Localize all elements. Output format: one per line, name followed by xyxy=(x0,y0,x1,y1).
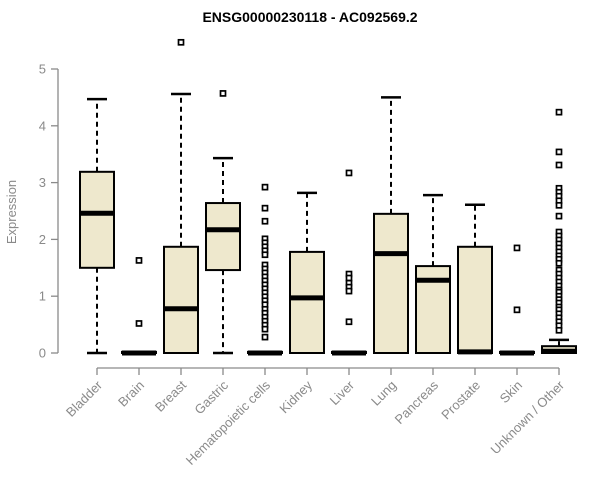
outlier-point xyxy=(261,217,269,225)
box-skin xyxy=(499,244,535,356)
y-axis: 0 1 2 3 4 5 xyxy=(39,62,59,361)
x-category-label: Unknown / Other xyxy=(488,377,568,457)
outlier-point xyxy=(261,333,269,341)
box-brain xyxy=(121,257,157,356)
x-category-label: Pancreas xyxy=(392,377,442,427)
outlier-point xyxy=(261,183,269,191)
y-tick-label: 0 xyxy=(39,346,46,361)
iqr-box xyxy=(373,212,409,354)
outlier-point xyxy=(261,251,269,259)
x-category-label: Prostate xyxy=(438,378,483,423)
outlier-point xyxy=(513,306,521,314)
box-bladder xyxy=(79,97,115,355)
box-lung xyxy=(373,96,409,354)
box-kidney xyxy=(289,191,325,354)
y-tick-label: 4 xyxy=(39,118,46,133)
outlier-point xyxy=(555,326,563,334)
iqr-box xyxy=(457,245,493,354)
outlier-point xyxy=(135,257,143,264)
outlier-point xyxy=(555,161,563,169)
y-tick-label: 2 xyxy=(39,232,46,247)
outlier-point xyxy=(555,259,563,267)
outlier-point xyxy=(513,244,521,252)
x-category-label: Skin xyxy=(497,378,525,406)
y-tick-label: 3 xyxy=(39,175,46,190)
outlier-point xyxy=(345,169,353,177)
outlier-point xyxy=(261,325,269,333)
x-category-label: Kidney xyxy=(276,377,315,416)
iqr-box xyxy=(79,170,115,269)
outlier-point xyxy=(555,212,563,220)
box-gastric xyxy=(205,90,241,355)
box-hematopoietic-cells xyxy=(247,183,283,356)
iqr-box xyxy=(289,250,325,354)
outlier-point xyxy=(219,90,227,97)
y-tick-label: 1 xyxy=(39,289,46,304)
iqr-box xyxy=(163,245,199,354)
y-tick-label: 5 xyxy=(39,62,46,77)
box-breast xyxy=(163,38,199,354)
outlier-point xyxy=(345,318,353,326)
outlier-point xyxy=(177,38,185,46)
box-liver xyxy=(331,169,367,356)
box-prostate xyxy=(457,203,493,355)
x-category-label: Brain xyxy=(115,378,147,410)
x-category-label: Lung xyxy=(368,378,399,409)
box-series xyxy=(79,38,577,356)
outlier-point xyxy=(135,320,143,327)
box-pancreas xyxy=(415,193,451,355)
outlier-point xyxy=(345,287,353,295)
x-category-label: Gastric xyxy=(191,377,231,417)
y-axis-label: Expression xyxy=(4,180,19,244)
x-category-label: Liver xyxy=(327,377,358,408)
outlier-point xyxy=(555,148,563,156)
box-unknown-other xyxy=(541,108,577,354)
outlier-point xyxy=(345,274,353,282)
x-category-label: Bladder xyxy=(63,377,106,420)
outlier-point xyxy=(555,201,563,209)
chart-title: ENSG00000230118 - AC092569.2 xyxy=(202,9,417,25)
x-category-label: Breast xyxy=(152,377,189,414)
iqr-box xyxy=(205,202,241,272)
outlier-point xyxy=(555,108,563,116)
outlier-point xyxy=(261,204,269,212)
